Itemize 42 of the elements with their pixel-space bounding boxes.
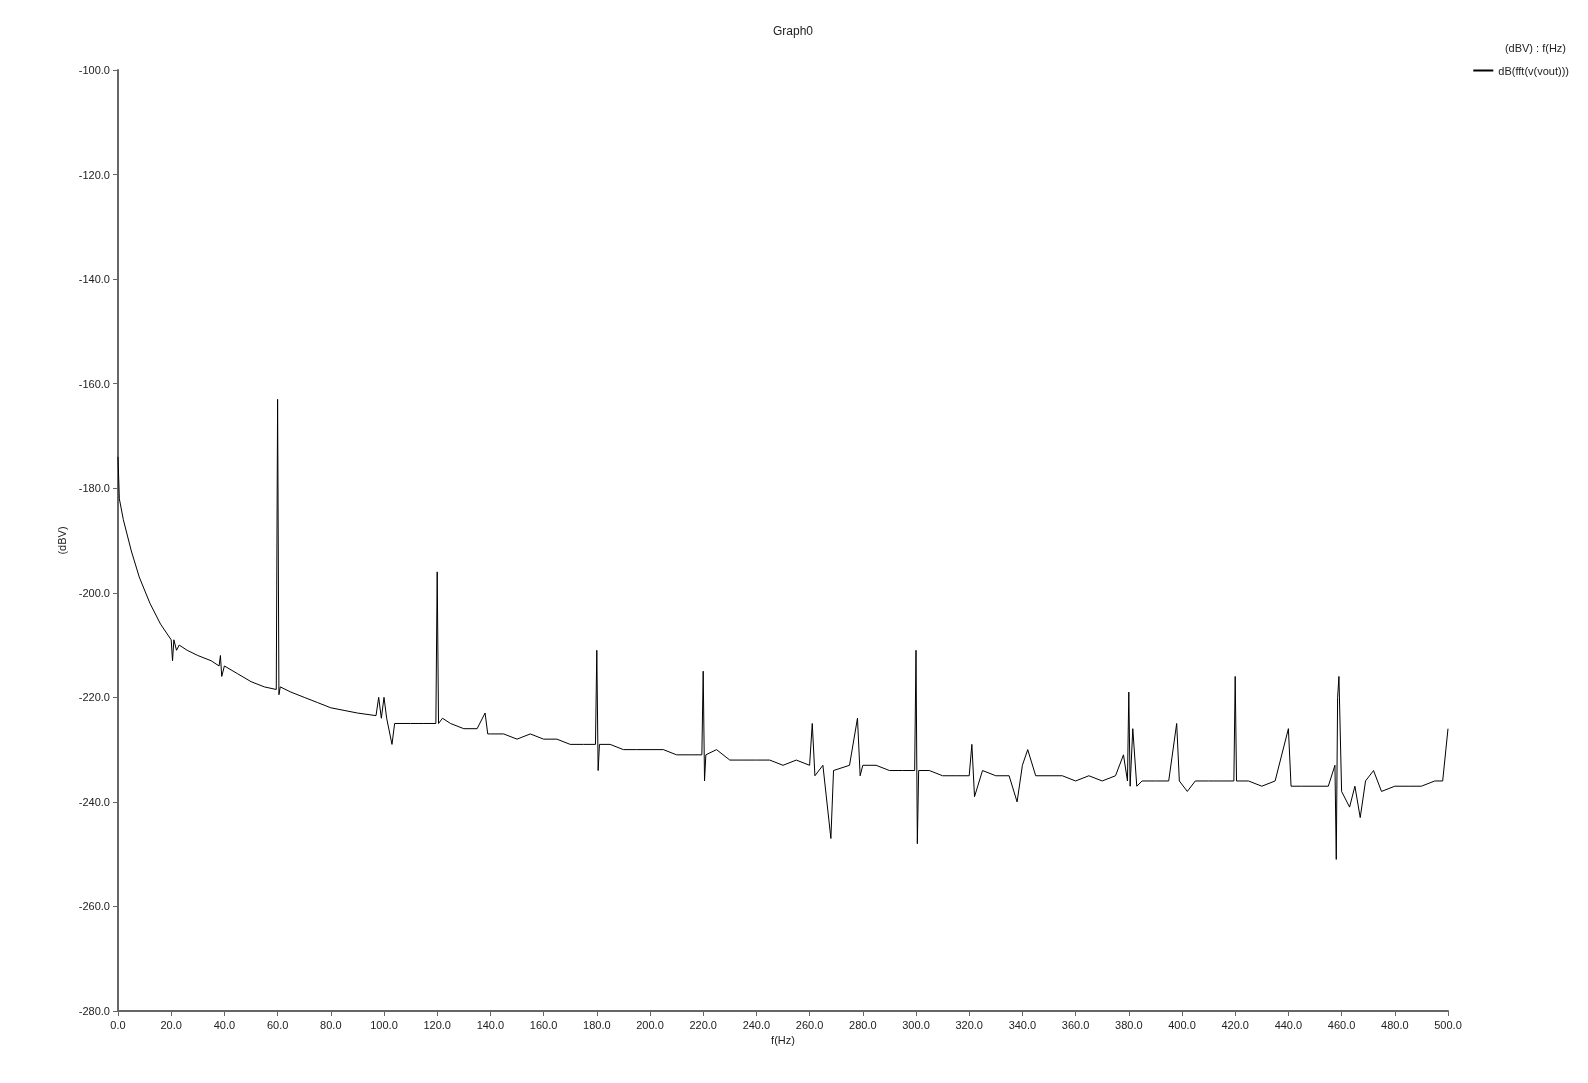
x-tick-label: 100.0 xyxy=(370,1018,398,1031)
y-tick-label: -200.0 xyxy=(78,586,110,599)
x-tick-label: 420.0 xyxy=(1221,1018,1249,1031)
x-tick-label: 380.0 xyxy=(1115,1018,1143,1031)
x-axis-title: f(Hz) xyxy=(771,1034,795,1047)
x-tick-label: 500.0 xyxy=(1434,1018,1462,1031)
y-tick-label: -180.0 xyxy=(78,482,110,495)
y-tick-label: -120.0 xyxy=(78,168,110,181)
x-tick-label: 440.0 xyxy=(1274,1018,1303,1031)
x-tick-label: 20.0 xyxy=(160,1018,182,1031)
x-tick-label: 320.0 xyxy=(955,1018,983,1031)
x-tick-label: 80.0 xyxy=(320,1018,342,1031)
x-tick-label: 0.0 xyxy=(110,1018,126,1031)
y-tick-label: -260.0 xyxy=(78,900,110,913)
x-tick-label: 180.0 xyxy=(583,1018,611,1031)
x-tick-label: 340.0 xyxy=(1008,1018,1037,1031)
y-axis-title: (dBV) xyxy=(56,526,69,555)
x-tick-label: 280.0 xyxy=(849,1018,877,1031)
chart-title: Graph0 xyxy=(772,24,814,38)
x-tick-label: 40.0 xyxy=(213,1018,236,1031)
y-tick-label: -160.0 xyxy=(78,377,110,390)
y-tick-label: -280.0 xyxy=(78,1005,110,1017)
x-tick-label: 460.0 xyxy=(1327,1018,1356,1031)
x-tick-label: 140.0 xyxy=(476,1018,505,1031)
x-tick-label: 400.0 xyxy=(1168,1018,1196,1031)
x-tick-label: 360.0 xyxy=(1061,1018,1090,1031)
y-tick-label: -220.0 xyxy=(78,691,110,704)
y-tick-label: -140.0 xyxy=(78,273,110,286)
x-tick-label: 60.0 xyxy=(266,1018,289,1031)
x-tick-label: 480.0 xyxy=(1381,1018,1409,1031)
x-tick-label: 160.0 xyxy=(529,1018,558,1031)
x-tick-label: 120.0 xyxy=(423,1018,451,1031)
x-tick-label: 300.0 xyxy=(902,1018,930,1031)
x-tick-label: 220.0 xyxy=(689,1018,717,1031)
line-series xyxy=(117,398,1449,860)
y-tick-label: -240.0 xyxy=(78,795,110,808)
legend-label: dB(fft(v(vout))) xyxy=(1498,64,1570,77)
x-tick-label: 240.0 xyxy=(742,1018,771,1031)
y-tick-label: -100.0 xyxy=(78,64,110,76)
legend-title: (dBV) : f(Hz) xyxy=(1504,41,1567,54)
x-tick-label: 200.0 xyxy=(636,1018,664,1031)
x-tick-label: 260.0 xyxy=(795,1018,824,1031)
